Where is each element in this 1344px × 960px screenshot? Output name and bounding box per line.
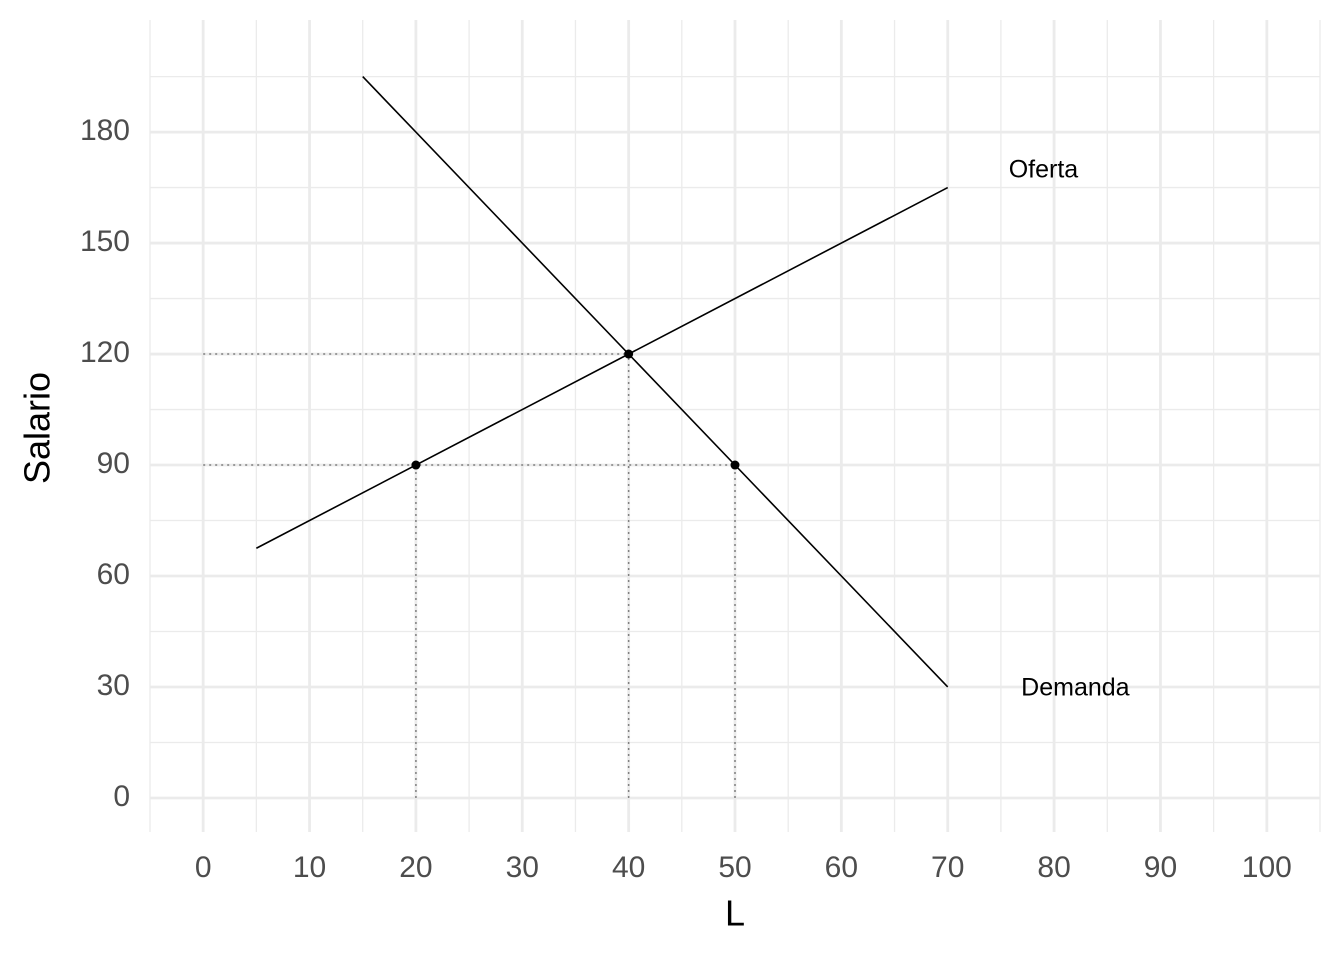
y-tick-label: 30 xyxy=(97,669,130,702)
x-tick-label: 50 xyxy=(718,851,751,884)
y-tick-label: 120 xyxy=(80,336,130,369)
point xyxy=(730,460,740,470)
y-tick-label: 90 xyxy=(97,447,130,480)
y-axis-title: Salario xyxy=(17,372,58,484)
annotation: Demanda xyxy=(1021,673,1129,701)
x-tick-label: 0 xyxy=(195,851,212,884)
x-tick-label: 20 xyxy=(399,851,432,884)
x-tick-label: 90 xyxy=(1144,851,1177,884)
x-tick-label: 10 xyxy=(293,851,326,884)
x-tick-label: 80 xyxy=(1037,851,1070,884)
x-axis-title: L xyxy=(725,893,745,934)
y-tick-label: 150 xyxy=(80,225,130,258)
x-tick-label: 100 xyxy=(1242,851,1292,884)
x-tick-label: 30 xyxy=(506,851,539,884)
x-tick-label: 40 xyxy=(612,851,645,884)
point xyxy=(411,460,421,470)
curve-line xyxy=(255,186,949,549)
y-tick-label: 0 xyxy=(113,780,130,813)
y-tick-label: 60 xyxy=(97,558,130,591)
x-tick-label: 60 xyxy=(825,851,858,884)
annotation: Oferta xyxy=(1009,156,1079,184)
y-tick-label: 180 xyxy=(80,114,130,147)
curve-line xyxy=(362,76,949,688)
x-tick-label: 70 xyxy=(931,851,964,884)
point xyxy=(624,349,634,359)
